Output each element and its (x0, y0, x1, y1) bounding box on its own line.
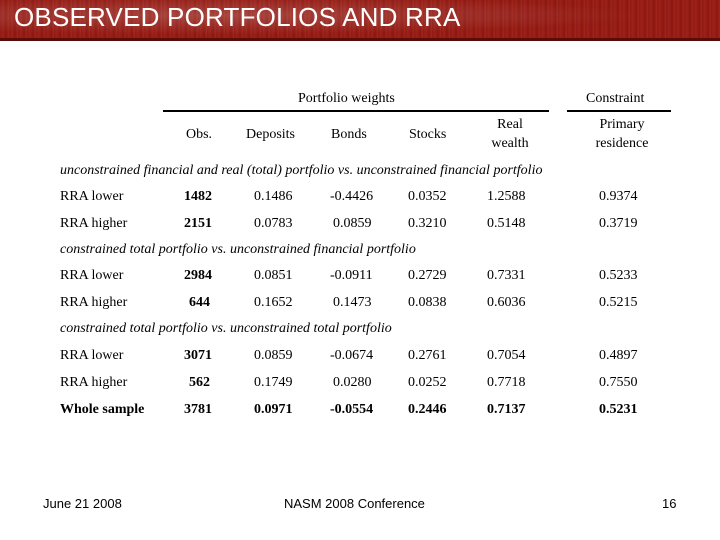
cell-deposits: 0.1652 (254, 295, 293, 310)
row-label: RRA lower (60, 348, 124, 363)
cell-primary-residence: 0.4897 (599, 348, 638, 363)
cell-bonds: 0.0859 (333, 216, 372, 231)
portfolio-weights-header: Portfolio weights (298, 91, 395, 106)
cell-obs: 1482 (184, 189, 212, 204)
cell-stocks: 0.2761 (408, 348, 447, 363)
cell-real-wealth: 0.7137 (487, 402, 526, 417)
cell-obs: 3781 (184, 402, 212, 417)
footer-conference: NASM 2008 Conference (284, 496, 425, 511)
cell-real-wealth: 1.2588 (487, 189, 526, 204)
row-label: Whole sample (60, 402, 145, 417)
cell-bonds: -0.0554 (330, 402, 374, 417)
footer-date: June 21 2008 (43, 496, 122, 511)
cell-bonds: 0.1473 (333, 295, 372, 310)
col-header-primary-residence-line2: residence (595, 136, 649, 151)
cell-stocks: 0.0352 (408, 189, 447, 204)
row-label: RRA lower (60, 268, 124, 283)
col-header-stocks: Stocks (409, 127, 447, 142)
row-label: RRA higher (60, 295, 128, 310)
cell-deposits: 0.0851 (254, 268, 293, 283)
section-heading: constrained total portfolio vs. unconstr… (60, 321, 392, 336)
section-heading: constrained total portfolio vs. unconstr… (60, 242, 416, 257)
cell-obs: 2984 (184, 268, 212, 283)
row-label: RRA higher (60, 216, 128, 231)
cell-bonds: -0.0911 (330, 268, 373, 283)
col-header-obs: Obs. (186, 127, 213, 142)
col-header-real-wealth-line2: wealth (491, 136, 529, 151)
cell-obs: 2151 (184, 216, 212, 231)
cell-primary-residence: 0.9374 (599, 189, 638, 204)
cell-stocks: 0.0838 (408, 295, 447, 310)
row-label: RRA higher (60, 375, 128, 390)
col-header-real-wealth-line1: Real (497, 117, 523, 132)
cell-deposits: 0.1749 (254, 375, 293, 390)
cell-primary-residence: 0.3719 (599, 216, 638, 231)
cell-primary-residence: 0.7550 (599, 375, 638, 390)
portfolio-weights-rule (163, 110, 549, 112)
row-label: RRA lower (60, 189, 124, 204)
cell-real-wealth: 0.5148 (487, 216, 526, 231)
cell-primary-residence: 0.5233 (599, 268, 638, 283)
cell-stocks: 0.2729 (408, 268, 447, 283)
cell-deposits: 0.0971 (254, 402, 293, 417)
cell-stocks: 0.0252 (408, 375, 447, 390)
cell-deposits: 0.0859 (254, 348, 293, 363)
footer-page-number: 16 (662, 496, 677, 511)
col-header-primary-residence-line1: Primary (599, 117, 645, 132)
slide-title: OBSERVED PORTFOLIOS AND RRA (14, 2, 461, 32)
cell-stocks: 0.2446 (408, 402, 447, 417)
cell-obs: 3071 (184, 348, 212, 363)
cell-real-wealth: 0.7718 (487, 375, 526, 390)
section-heading: unconstrained financial and real (total)… (60, 163, 543, 178)
cell-bonds: 0.0280 (333, 375, 372, 390)
cell-bonds: -0.4426 (330, 189, 374, 204)
cell-stocks: 0.3210 (408, 216, 447, 231)
cell-bonds: -0.0674 (330, 348, 374, 363)
constraint-header: Constraint (586, 91, 645, 106)
cell-primary-residence: 0.5231 (599, 402, 638, 417)
col-header-bonds: Bonds (331, 127, 367, 142)
cell-real-wealth: 0.6036 (487, 295, 526, 310)
cell-real-wealth: 0.7331 (487, 268, 526, 283)
cell-obs: 644 (189, 295, 210, 310)
col-header-deposits: Deposits (246, 127, 295, 142)
cell-real-wealth: 0.7054 (487, 348, 526, 363)
title-bar (0, 0, 720, 41)
cell-deposits: 0.0783 (254, 216, 293, 231)
cell-deposits: 0.1486 (254, 189, 293, 204)
cell-obs: 562 (189, 375, 210, 390)
cell-primary-residence: 0.5215 (599, 295, 638, 310)
constraint-rule (567, 110, 671, 112)
